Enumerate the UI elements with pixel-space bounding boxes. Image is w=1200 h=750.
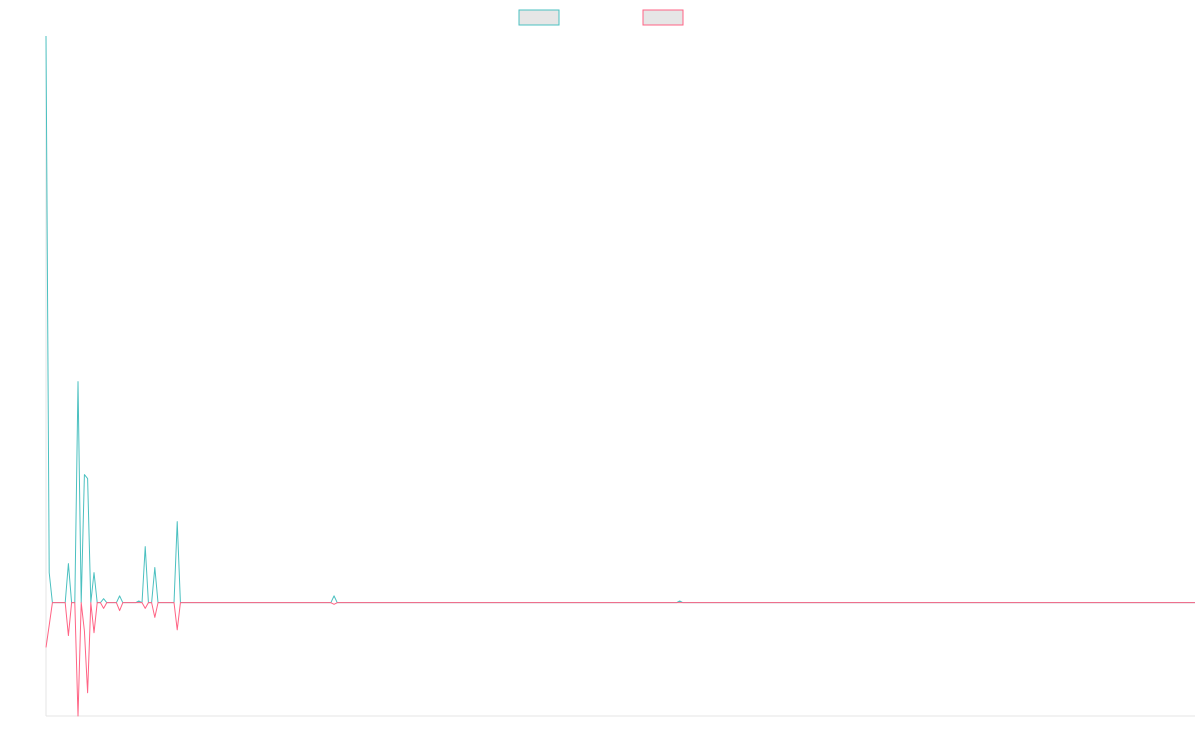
series-line — [45, 602, 1195, 717]
legend-swatch — [642, 9, 684, 26]
legend-swatch — [518, 9, 560, 26]
series-line — [45, 35, 1195, 604]
